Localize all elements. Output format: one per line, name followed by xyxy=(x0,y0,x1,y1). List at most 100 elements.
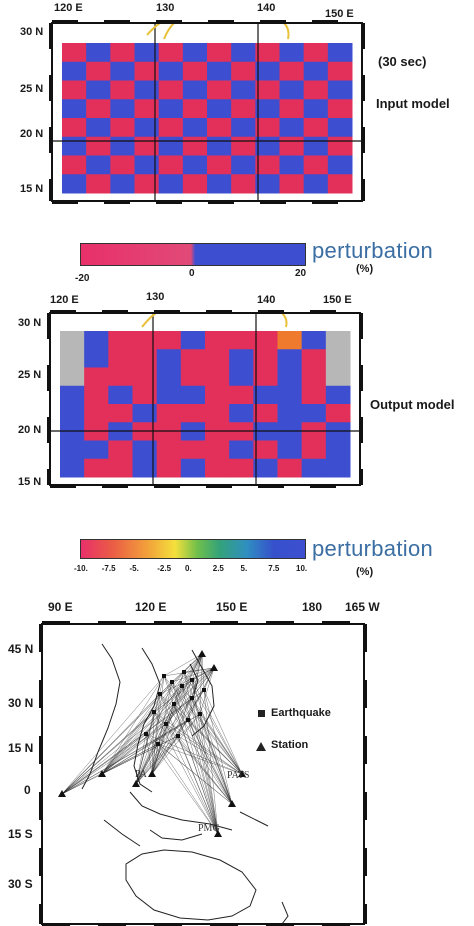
ray-path xyxy=(101,675,165,775)
station-label-pa: PA xyxy=(135,769,147,780)
checker-cell xyxy=(255,174,280,194)
border-tick xyxy=(52,200,78,204)
checker-cell xyxy=(231,43,256,63)
lat-tick-0: 0 xyxy=(24,783,31,797)
ray-path xyxy=(171,667,215,683)
model-cell xyxy=(277,440,303,460)
model-cell xyxy=(60,440,85,460)
checker-cell xyxy=(182,118,208,138)
ray-path xyxy=(157,653,203,745)
lon-tick-120e: 120 E xyxy=(135,600,167,614)
model-cell xyxy=(132,349,158,368)
ray-path xyxy=(101,711,155,775)
checker-cell xyxy=(134,61,160,81)
ray-path xyxy=(153,653,203,713)
lon-tick-90e: 90 E xyxy=(48,600,73,614)
checker-cell xyxy=(231,80,256,100)
model-cell xyxy=(132,331,158,350)
ray-path xyxy=(135,723,167,785)
checker-cell xyxy=(207,80,232,100)
model-cell xyxy=(205,440,230,460)
checker-cell xyxy=(279,174,305,194)
border-tick xyxy=(210,923,238,926)
earthquake-marker xyxy=(172,702,176,706)
border-tick xyxy=(266,621,294,625)
model-cell xyxy=(325,422,351,441)
ray-path xyxy=(183,671,233,805)
lon-tick-180: 180 xyxy=(302,600,323,614)
ray-path xyxy=(135,693,161,785)
colorbar-1-unit: (%) xyxy=(356,263,374,275)
model-cell xyxy=(180,404,206,423)
checker-cell xyxy=(62,174,87,194)
model-cell xyxy=(84,422,109,441)
model-cell xyxy=(84,404,109,423)
ray-path xyxy=(135,735,179,785)
model-cell xyxy=(277,367,303,387)
colorbar-1-gradient xyxy=(80,243,306,266)
checker-cell xyxy=(182,155,208,175)
ray-path xyxy=(101,703,175,775)
model-cell xyxy=(60,404,85,423)
model-cell xyxy=(108,440,133,460)
model-cell xyxy=(325,440,351,460)
model-cell xyxy=(60,458,85,478)
ray-path xyxy=(177,653,203,737)
colorbar-2-title: perturbation xyxy=(312,536,434,561)
border-tick xyxy=(361,127,365,153)
model-cell xyxy=(301,440,327,460)
checker-cell xyxy=(86,99,111,119)
ray-path xyxy=(157,743,243,775)
checker-cell xyxy=(158,136,184,156)
checker-cell xyxy=(182,136,208,156)
border-tick xyxy=(359,417,363,443)
ray-path xyxy=(101,713,201,775)
border-tick xyxy=(208,200,234,204)
model-cell xyxy=(205,404,230,423)
checker-cell xyxy=(158,61,184,81)
colorbar-2-tick: 10. xyxy=(296,564,308,573)
ray-path xyxy=(135,713,201,785)
checker-cell xyxy=(255,155,280,175)
border-tick xyxy=(154,621,182,625)
model-cell xyxy=(132,367,158,387)
earthquake-marker xyxy=(144,732,148,736)
lat-tick-15s: 15 S xyxy=(8,827,33,841)
checker-cell xyxy=(327,174,353,194)
checker-cell xyxy=(231,155,256,175)
ray-path xyxy=(191,653,203,681)
colorbar-2-tick: -2.5 xyxy=(157,564,172,573)
border-tick xyxy=(361,75,365,101)
checker-cell xyxy=(158,174,184,194)
ray-path xyxy=(151,681,173,775)
border-tick xyxy=(47,313,51,339)
checker-cell xyxy=(327,43,353,63)
checker-cell xyxy=(134,43,160,63)
checker-cell xyxy=(158,155,184,175)
ray-path xyxy=(61,675,165,795)
lat-tick-30n: 30 N xyxy=(20,26,44,38)
checker-cell xyxy=(327,80,353,100)
ray-path xyxy=(163,653,203,677)
model-cell xyxy=(84,367,109,387)
ray-path-map xyxy=(39,621,367,926)
model-cell xyxy=(156,349,182,368)
lat-tick-30n: 30 N xyxy=(8,696,34,710)
model-cell xyxy=(60,385,85,405)
input-checkerboard-map xyxy=(49,20,365,204)
model-cell xyxy=(253,367,278,387)
checker-cell xyxy=(86,155,111,175)
ray-path xyxy=(181,653,203,687)
model-cell xyxy=(253,422,278,441)
checker-cell xyxy=(327,118,353,138)
lat-tick-15n: 15 N xyxy=(20,183,44,195)
ray-path xyxy=(153,711,233,805)
model-cell xyxy=(301,385,327,405)
border-tick xyxy=(49,23,53,49)
checker-cell xyxy=(207,61,232,81)
border-tick xyxy=(359,365,363,391)
model-cell xyxy=(253,404,278,423)
model-cell xyxy=(325,349,351,368)
checker-cell xyxy=(207,99,232,119)
ray-path xyxy=(101,671,185,775)
